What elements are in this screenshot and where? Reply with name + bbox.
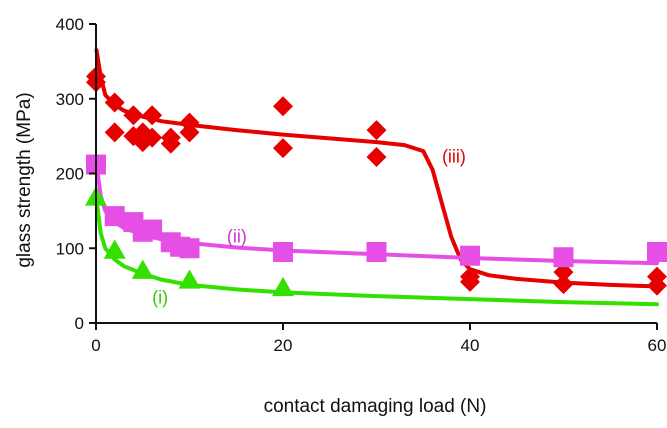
data-point: [131, 259, 154, 279]
data-point: [647, 241, 667, 262]
data-point: [179, 238, 200, 259]
fit-curve: [94, 197, 659, 307]
data-point: [142, 127, 163, 148]
plot-area: [85, 48, 667, 307]
y-tick-label: 0: [75, 314, 84, 333]
axes: [89, 23, 658, 330]
data-point: [460, 271, 480, 292]
data-point: [273, 241, 293, 262]
series-annotation: (ii): [227, 226, 247, 246]
y-tick-label: 400: [56, 15, 84, 34]
x-axis-title: contact damaging load (N): [264, 396, 487, 417]
x-tick-label: 40: [461, 336, 480, 355]
annotations: (iii) (ii) (i): [152, 146, 466, 307]
data-point: [104, 122, 125, 143]
y-tick-label: 100: [56, 239, 84, 258]
tick-labels: 0 100 200 300 400 0 20 40 60: [56, 15, 667, 355]
data-point: [647, 275, 667, 296]
y-tick-label: 300: [56, 90, 84, 109]
y-axis-title: glass strength (MPa): [14, 92, 35, 267]
data-point: [553, 274, 574, 295]
data-point: [273, 96, 293, 117]
data-point: [103, 239, 126, 259]
data-point: [366, 241, 387, 262]
data-point: [123, 105, 144, 126]
series-annotation: (iii): [442, 146, 466, 166]
data-point: [366, 120, 387, 141]
data-point: [553, 247, 574, 268]
fit-curve: [94, 48, 659, 289]
y-tick-label: 200: [56, 165, 84, 184]
data-point: [273, 138, 293, 159]
data-point: [104, 92, 125, 113]
data-point: [104, 206, 125, 227]
series-annotation: (i): [152, 288, 168, 308]
data-point: [179, 122, 200, 143]
data-point: [460, 245, 480, 266]
data-point: [272, 276, 294, 297]
data-point: [366, 147, 387, 168]
x-tick-label: 0: [91, 336, 100, 355]
data-point: [160, 127, 181, 148]
data-point: [142, 105, 163, 126]
x-tick-label: 60: [648, 336, 667, 355]
data-point: [142, 219, 163, 240]
x-tick-label: 20: [274, 336, 293, 355]
data-point: [178, 269, 201, 289]
